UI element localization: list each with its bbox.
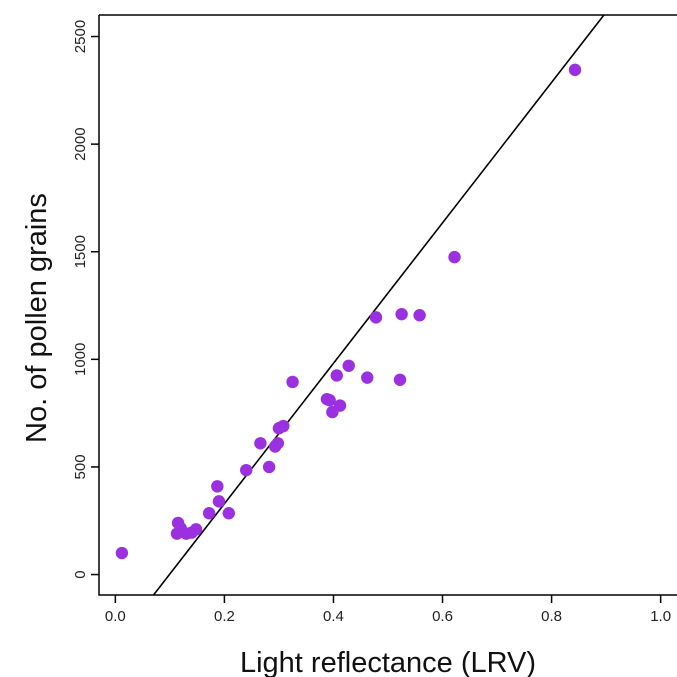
y-axis-title: No. of pollen grains [21,193,53,443]
y-tick-label: 2000 [72,127,89,160]
x-tick-label: 0.4 [323,608,344,625]
data-point [448,250,461,264]
data-point [361,371,374,384]
data-point [202,507,216,520]
x-axis: 0.0 0.2 0.4 0.6 0.8 1.0 [105,595,671,625]
data-point [393,373,407,386]
x-tick-label: 0.0 [105,608,126,625]
fit-line-group [152,15,605,595]
data-point [323,394,336,407]
data-point [189,523,203,536]
y-tick-label: 1500 [72,235,89,268]
data-point [211,480,224,493]
y-axis: 0 500 1000 1500 2000 2500 [72,20,99,579]
y-tick-label: 0 [72,570,89,578]
x-tick-label: 0.8 [541,608,562,625]
y-tick-label: 1000 [72,343,89,376]
data-point [333,399,347,412]
plot-frame [98,14,677,596]
data-point [342,359,355,372]
data-point [222,507,235,520]
data-point [286,375,299,389]
x-tick-label: 1.0 [650,608,671,625]
data-point [254,437,267,450]
data-point [369,311,383,324]
data-point [262,460,276,474]
data-point [413,309,426,322]
data-point [240,463,253,477]
data-point [395,307,408,321]
data-point [568,63,582,77]
data-point [271,437,285,450]
y-tick-label: 2500 [72,20,89,53]
data-points [115,63,582,560]
x-tick-label: 0.2 [214,608,235,625]
x-tick-label: 0.6 [432,608,453,625]
data-point [212,495,226,508]
data-point [277,419,290,433]
data-point [115,546,129,560]
data-point [330,369,343,382]
regression-line [152,15,605,595]
y-tick-label: 500 [72,454,89,479]
x-axis-title: Light reflectance (LRV) [240,647,536,677]
